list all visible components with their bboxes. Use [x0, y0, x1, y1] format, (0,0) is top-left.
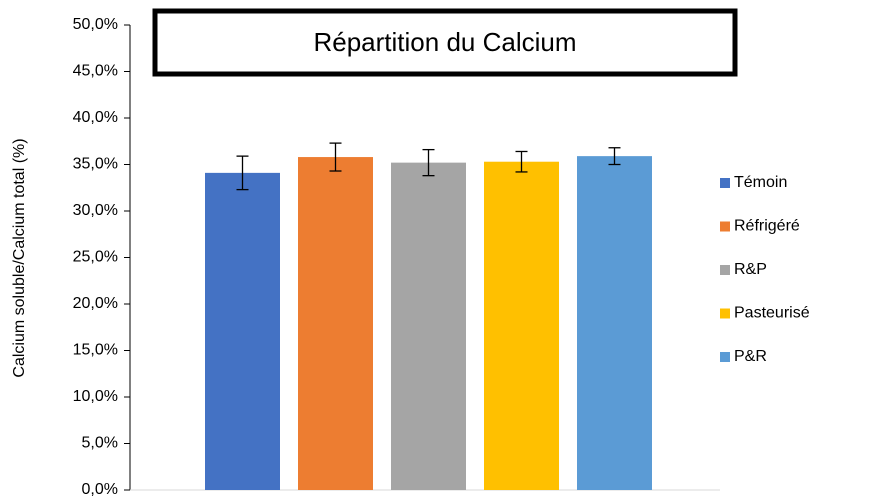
bar [298, 157, 373, 490]
y-tick-label: 40,0% [73, 109, 118, 126]
chart-title: Répartition du Calcium [313, 27, 576, 57]
bar [391, 162, 466, 490]
y-tick-label: 45,0% [73, 63, 118, 80]
legend-label: Pasteurisé [734, 305, 810, 322]
legend-label: R&P [734, 261, 767, 278]
title-box [152, 8, 738, 77]
y-tick-label: 5,0% [82, 435, 118, 452]
legend-swatch [720, 352, 730, 362]
y-tick-label: 35,0% [73, 156, 118, 173]
bar [577, 156, 652, 490]
legend-label: P&R [734, 348, 767, 365]
legend-swatch [720, 178, 730, 188]
bar [484, 161, 559, 490]
legend-label: Réfrigéré [734, 218, 800, 235]
y-tick-label: 30,0% [73, 202, 118, 219]
y-tick-label: 20,0% [73, 295, 118, 312]
legend-swatch [720, 265, 730, 275]
y-tick-label: 0,0% [82, 481, 118, 498]
legend-label: Témoin [734, 174, 787, 191]
legend-swatch [720, 221, 730, 232]
y-tick-label: 25,0% [73, 249, 118, 266]
legend-swatch [720, 308, 730, 319]
y-axis-label: Calcium soluble/Calcium total (%) [11, 138, 28, 377]
bar [205, 172, 280, 490]
y-tick-label: 10,0% [73, 388, 118, 405]
y-tick-label: 15,0% [73, 342, 118, 359]
y-tick-label: 50,0% [73, 16, 118, 33]
